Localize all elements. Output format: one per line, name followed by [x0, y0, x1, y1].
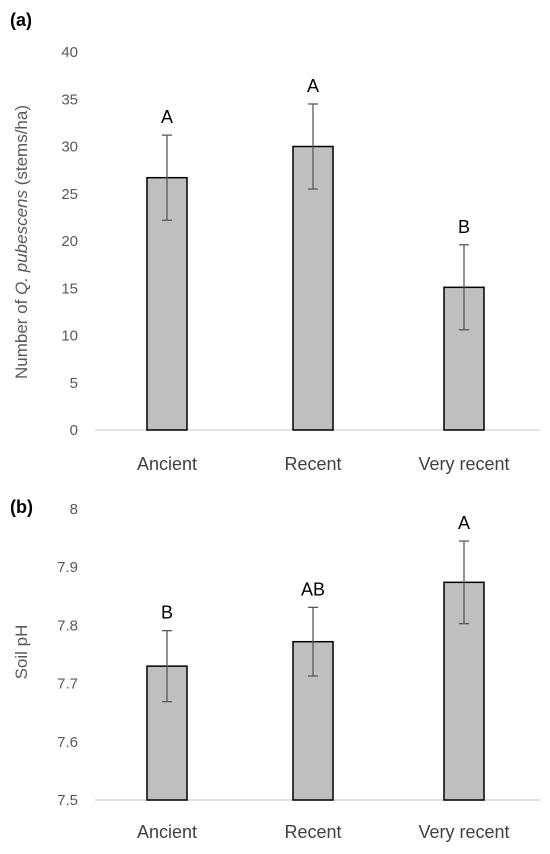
x-category-label: Recent	[284, 822, 341, 842]
significance-letter: A	[458, 513, 470, 533]
panel-b: (b) Soil pH 7.5 7.6 7.7 7.8 7.9 8 B Ancient AB Re…	[10, 497, 540, 842]
significance-letter: A	[307, 76, 319, 96]
panel-a: (a) Number of Q. pubescens (stems/ha) 0 5…	[10, 10, 540, 474]
y-tick-label: 0	[70, 422, 78, 439]
y-tick-label: 7.9	[57, 559, 78, 576]
panel-label-a: (a)	[10, 10, 32, 30]
bar-recent	[292, 145, 334, 431]
x-category-label: Recent	[284, 454, 341, 474]
y-tick-label: 7.6	[57, 734, 78, 751]
panel-label-b: (b)	[10, 497, 33, 517]
y-tick-label: 15	[61, 280, 78, 297]
significance-letter: AB	[301, 579, 325, 599]
y-tick-label: 35	[61, 91, 78, 108]
significance-letter: A	[161, 107, 173, 127]
significance-letter: B	[161, 603, 173, 623]
x-category-label: Ancient	[137, 454, 197, 474]
x-category-label: Ancient	[137, 822, 197, 842]
significance-letter: B	[458, 217, 470, 237]
y-tick-label: 10	[61, 328, 78, 345]
y-tick-label: 7.5	[57, 792, 78, 809]
y-tick-label: 8	[70, 501, 78, 518]
y-tick-label: 25	[61, 186, 78, 203]
y-tick-label: 20	[61, 233, 78, 250]
y-tick-label: 7.8	[57, 617, 78, 634]
y-tick-label: 30	[61, 139, 78, 156]
y-axis-label-a: Number of Q. pubescens (stems/ha)	[12, 105, 31, 379]
y-axis-label-b: Soil pH	[12, 625, 31, 680]
x-category-label: Very recent	[418, 822, 509, 842]
y-tick-label: 5	[70, 375, 78, 392]
y-tick-label: 7.7	[57, 676, 78, 693]
y-tick-label: 40	[61, 44, 78, 61]
x-category-label: Very recent	[418, 454, 509, 474]
